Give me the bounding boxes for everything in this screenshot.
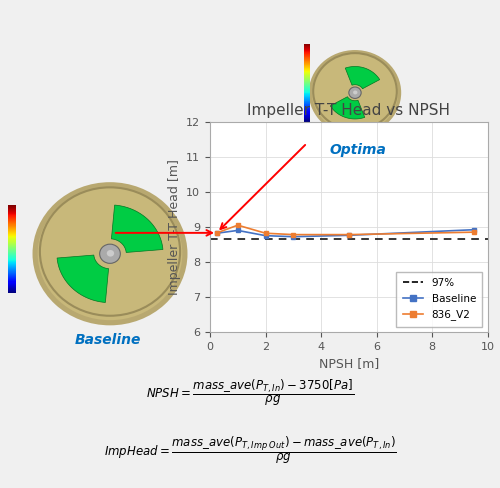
Baseline bbox=[214, 230, 220, 236]
Title: Impeller T-T Head vs NPSH: Impeller T-T Head vs NPSH bbox=[247, 103, 450, 118]
Ellipse shape bbox=[100, 244, 120, 264]
Ellipse shape bbox=[309, 50, 401, 135]
Y-axis label: Impeller T-T Head [m]: Impeller T-T Head [m] bbox=[168, 159, 180, 295]
Baseline bbox=[470, 227, 476, 233]
Polygon shape bbox=[330, 97, 365, 119]
Legend: 97%, Baseline, 836_V2: 97%, Baseline, 836_V2 bbox=[396, 272, 482, 326]
Baseline bbox=[235, 227, 241, 233]
Baseline bbox=[346, 232, 352, 238]
Ellipse shape bbox=[32, 182, 188, 325]
Baseline bbox=[290, 234, 296, 240]
836_V2 bbox=[346, 232, 352, 238]
Ellipse shape bbox=[353, 90, 358, 94]
Ellipse shape bbox=[38, 187, 182, 320]
Line: 836_V2: 836_V2 bbox=[214, 223, 476, 237]
836_V2 bbox=[235, 222, 241, 228]
Text: $\mathit{NPSH} = \dfrac{\mathit{mass\_ave}(P_{T,In}) - 3750[Pa]}{\rho g}$: $\mathit{NPSH} = \dfrac{\mathit{mass\_av… bbox=[146, 378, 354, 408]
Text: $\mathit{ImpHead} = \dfrac{\mathit{mass\_ave}(P_{T,Imp\ Out}) - \mathit{mass\_av: $\mathit{ImpHead} = \dfrac{\mathit{mass\… bbox=[104, 434, 397, 466]
Baseline bbox=[262, 233, 268, 239]
Ellipse shape bbox=[349, 87, 361, 99]
Line: Baseline: Baseline bbox=[214, 227, 476, 239]
Polygon shape bbox=[57, 255, 108, 303]
836_V2 bbox=[214, 230, 220, 236]
Text: Baseline: Baseline bbox=[74, 333, 140, 347]
Ellipse shape bbox=[107, 250, 114, 257]
836_V2 bbox=[470, 229, 476, 235]
X-axis label: NPSH [m]: NPSH [m] bbox=[318, 357, 379, 370]
Ellipse shape bbox=[312, 53, 398, 132]
Polygon shape bbox=[345, 66, 380, 89]
836_V2 bbox=[262, 230, 268, 236]
Text: Optima: Optima bbox=[329, 142, 386, 157]
Polygon shape bbox=[112, 205, 163, 252]
836_V2 bbox=[290, 232, 296, 238]
